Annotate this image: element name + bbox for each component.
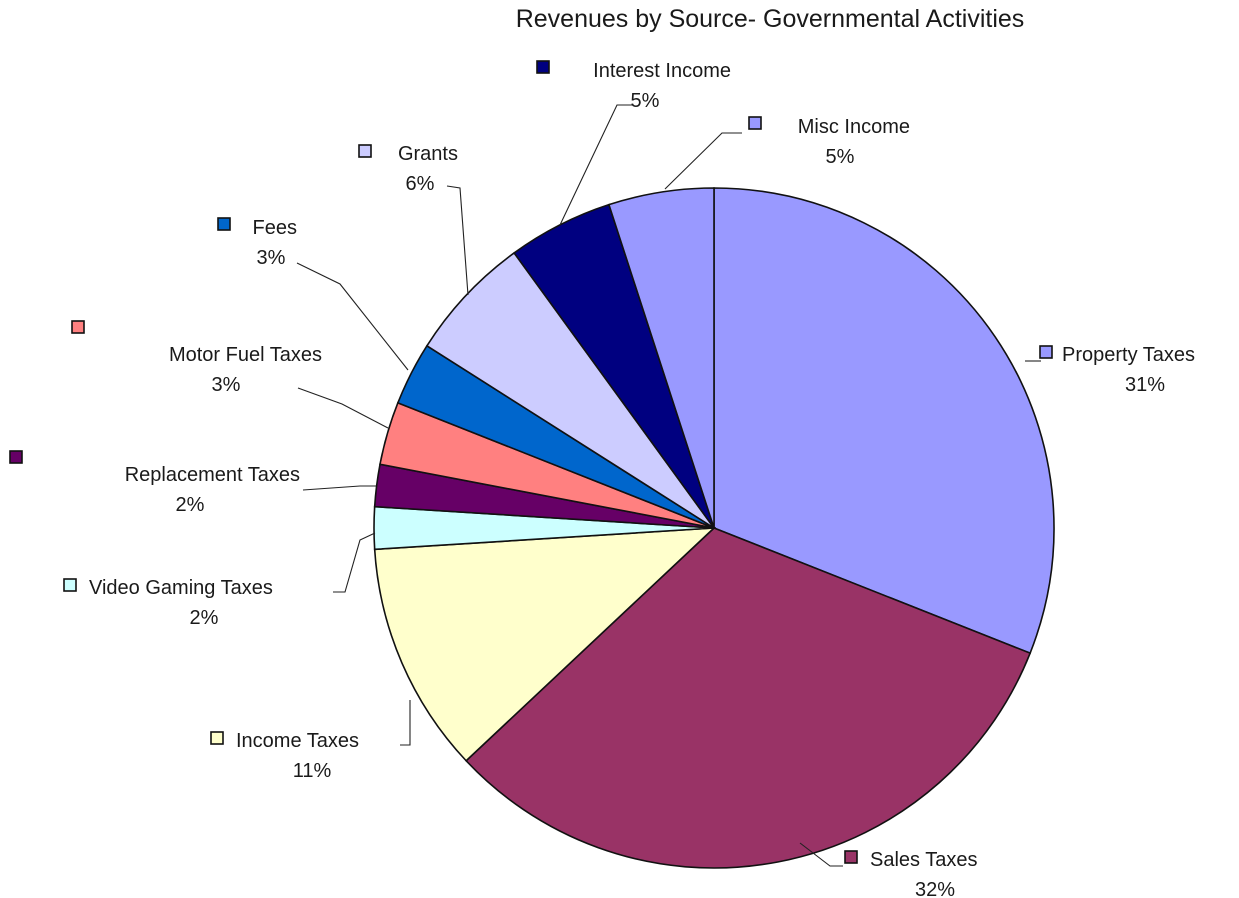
slice-label-sales-taxes: Sales Taxes — [870, 849, 977, 871]
slice-value-motor-fuel-taxes: 3% — [212, 374, 241, 396]
leader-line-grants — [446, 185, 469, 296]
slice-value-misc-income: 5% — [826, 146, 855, 168]
leader-line-income-taxes — [400, 700, 411, 746]
pie-slices — [373, 187, 1055, 869]
legend-swatch-income-taxes — [210, 731, 224, 745]
slice-value-income-taxes: 11% — [293, 760, 332, 782]
chart-title: Revenues by Source- Governmental Activit… — [516, 5, 1025, 33]
slice-label-grants: Grants — [398, 143, 458, 165]
slice-value-grants: 6% — [406, 173, 435, 195]
leader-line-interest-income — [559, 104, 633, 226]
slice-label-property-taxes: Property Taxes — [1062, 344, 1195, 366]
slice-labels: Property Taxes 31% Sales Taxes 32% Income Ta… — [9, 60, 1195, 898]
legend-swatch-misc-income — [748, 116, 762, 130]
slice-value-property-taxes: 31% — [1125, 374, 1165, 396]
slice-value-fees: 3% — [257, 247, 286, 269]
legend-swatch-video-gaming-taxes — [63, 578, 77, 592]
leader-line-misc-income — [664, 132, 742, 190]
legend-swatch-sales-taxes — [844, 850, 858, 864]
slice-value-replacement-taxes: 2% — [176, 494, 205, 516]
slice-value-sales-taxes: 32% — [915, 879, 955, 898]
slice-label-interest-income: Interest Income — [593, 60, 731, 82]
leader-line-replacement-taxes — [302, 485, 376, 491]
pie-slice-income-taxes — [373, 527, 717, 762]
pie-slice-sales-taxes — [465, 527, 1032, 869]
leader-line-sales-taxes — [799, 842, 843, 867]
slice-value-video-gaming-taxes: 2% — [190, 607, 219, 629]
leader-line-fees — [296, 262, 409, 371]
slice-label-video-gaming-taxes: Video Gaming Taxes — [89, 577, 273, 599]
pie-slice-misc-income — [607, 187, 715, 529]
slice-label-motor-fuel-taxes: Motor Fuel Taxes — [169, 344, 322, 366]
slice-value-interest-income: 5% — [631, 90, 660, 112]
leader-line-motor-fuel-taxes — [297, 387, 389, 429]
slice-label-replacement-taxes: Replacement Taxes — [125, 464, 300, 486]
slice-label-fees: Fees — [253, 217, 297, 239]
legend-swatch-interest-income — [536, 60, 550, 74]
legend-swatch-motor-fuel-taxes — [71, 320, 85, 334]
pie-slice-property-taxes — [713, 187, 1055, 655]
legend-swatch-grants — [358, 144, 372, 158]
slice-label-income-taxes: Income Taxes — [236, 730, 359, 752]
pie-slice-grants — [425, 251, 715, 529]
legend-swatch-fees — [217, 217, 231, 231]
legend-swatch-replacement-taxes — [9, 450, 23, 464]
leader-lines — [296, 104, 1041, 867]
slice-label-misc-income: Misc Income — [798, 116, 910, 138]
legend-swatch-property-taxes — [1039, 345, 1053, 359]
leader-line-video-gaming-taxes — [333, 532, 376, 593]
